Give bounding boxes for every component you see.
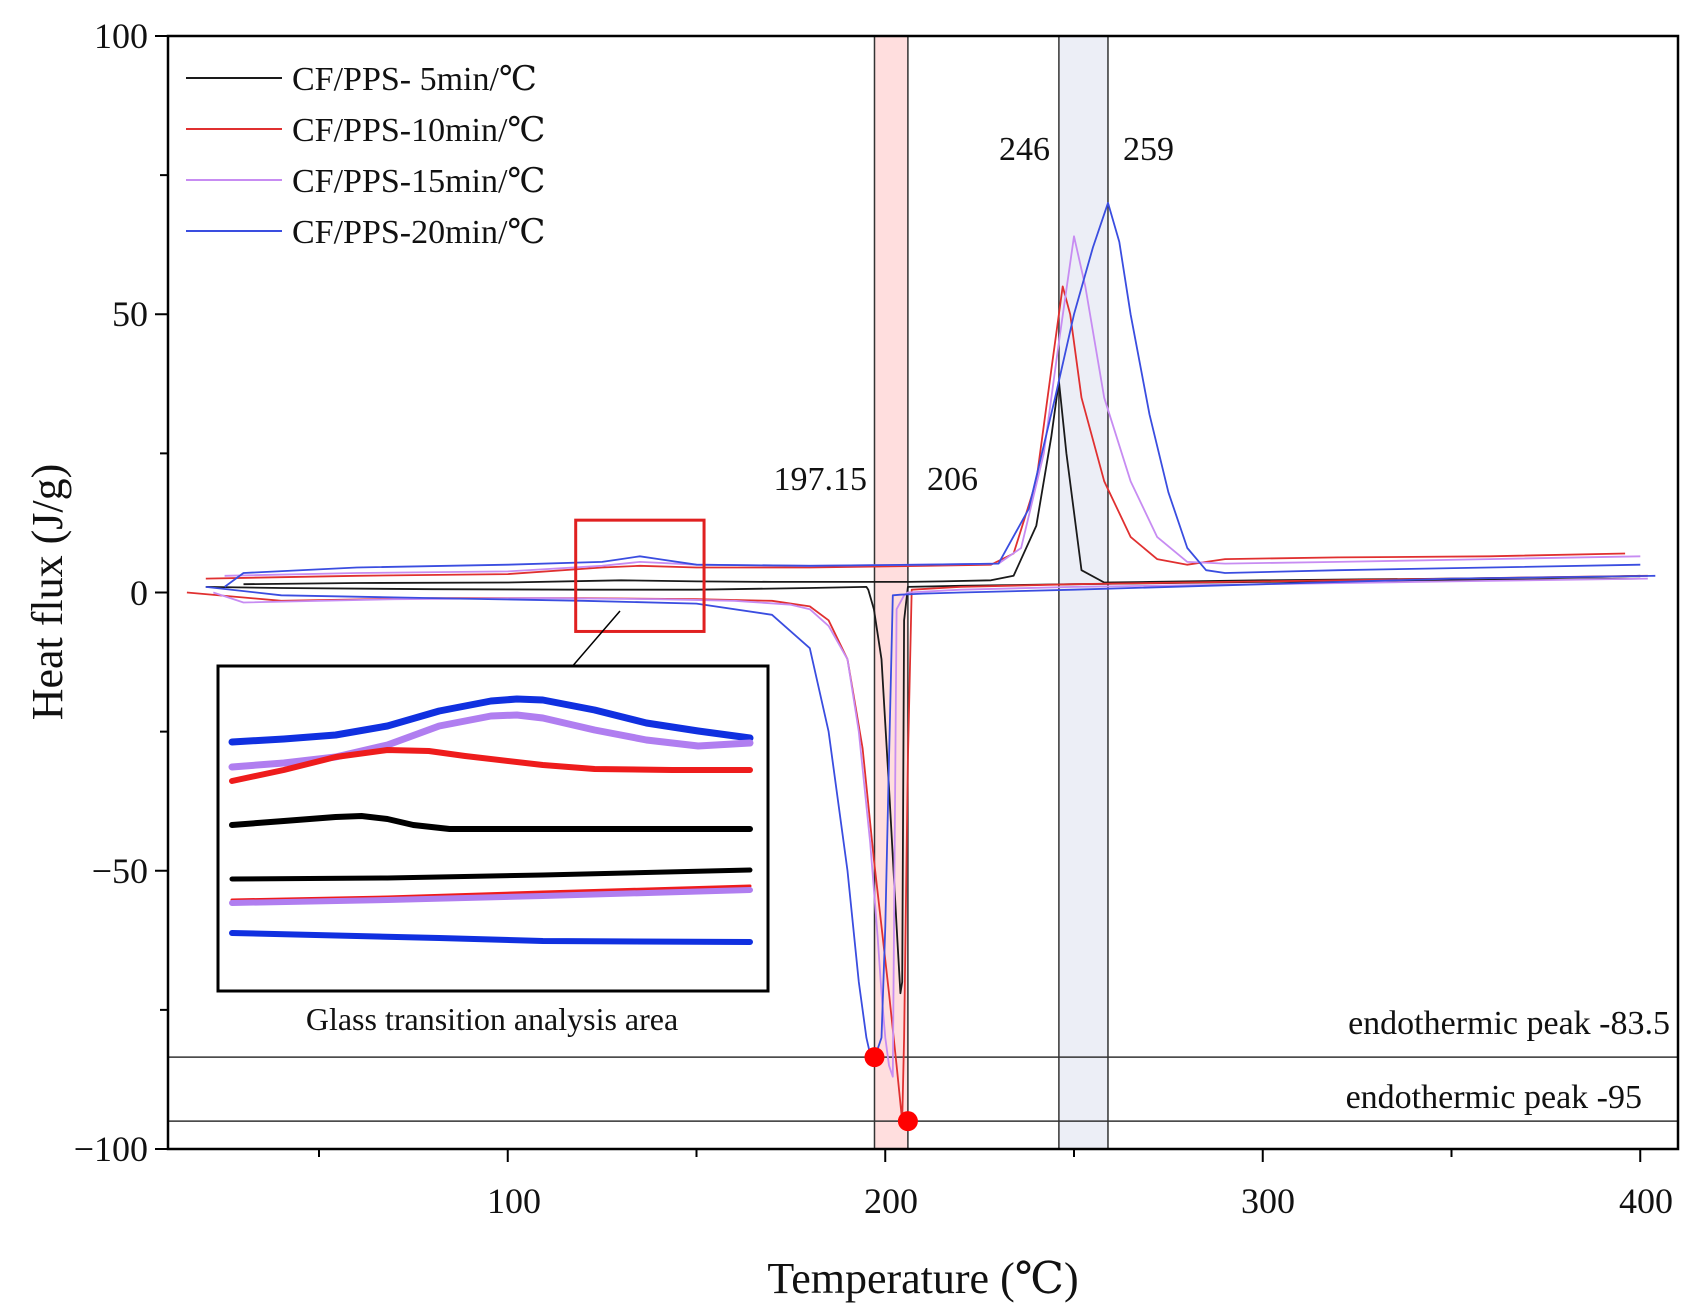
inset-curve <box>229 813 753 832</box>
legend-label: CF/PPS- 5min/℃ <box>292 61 537 98</box>
peak-marker <box>864 1047 885 1068</box>
x-tick-label: 400 <box>1619 1181 1673 1221</box>
annotation-259: 259 <box>1123 131 1174 168</box>
legend-label: CF/PPS-15min/℃ <box>292 163 545 200</box>
inset-panel: Glass transition analysis area <box>216 664 770 1037</box>
inset-curve <box>229 887 753 906</box>
y-tick-label: 50 <box>112 294 148 334</box>
inset-curve <box>229 747 753 784</box>
x-tick-label: 300 <box>1241 1181 1295 1221</box>
annotation-206: 206 <box>927 461 978 498</box>
x-tick-label: 200 <box>864 1181 918 1221</box>
shaded-region <box>1058 36 1108 1149</box>
series-line-heating <box>224 235 1641 577</box>
annotation-peak-95: endothermic peak -95 <box>1346 1079 1642 1116</box>
peak-reference-lines <box>168 1056 1678 1122</box>
dsc-curves <box>186 201 1656 1123</box>
legend-label: CF/PPS-10min/℃ <box>292 112 545 149</box>
series-line-heating <box>205 285 1626 580</box>
series-line-cooling <box>213 577 1648 1078</box>
y-tick-label: −50 <box>92 851 148 891</box>
y-tick-label: 100 <box>94 16 148 56</box>
series-line-heating <box>224 201 1641 588</box>
y-tick-label: 0 <box>130 573 148 613</box>
series-line-heating <box>243 380 1641 586</box>
annotation-peak-83-5: endothermic peak -83.5 <box>1348 1005 1670 1042</box>
glass-transition-zoom-box <box>574 518 706 633</box>
y-tick-label: −100 <box>74 1129 148 1169</box>
x-tick-label: 100 <box>487 1181 541 1221</box>
inset-title: Glass transition analysis area <box>306 1001 678 1037</box>
inset-curve <box>229 930 753 945</box>
annotation-246: 246 <box>999 131 1050 168</box>
inset-curve <box>228 695 754 746</box>
peak-marker <box>897 1111 918 1132</box>
inset-curve <box>229 867 753 882</box>
x-axis-title: Temperature (℃) <box>767 1254 1078 1303</box>
axis-ticks <box>155 35 1642 1162</box>
annotation-197: 197.15 <box>774 461 868 498</box>
legend: CF/PPS- 5min/℃ CF/PPS-10min/℃ CF/PPS-15m… <box>186 61 545 251</box>
peak-markers <box>864 1047 918 1132</box>
inset-curves <box>228 695 754 945</box>
y-axis-title: Heat flux (J/g) <box>23 464 72 721</box>
shaded-regions <box>874 36 1108 1149</box>
temperature-reference-lines <box>873 36 1109 1149</box>
legend-label: CF/PPS-20min/℃ <box>292 214 545 251</box>
